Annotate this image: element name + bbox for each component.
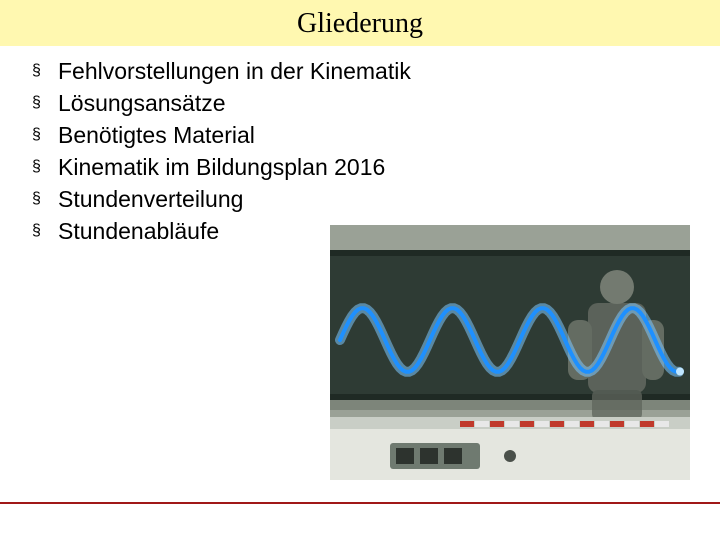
bullet-marker: § <box>30 184 58 214</box>
bullet-item: §Stundenverteilung <box>30 184 690 214</box>
bullet-item: §Benötigtes Material <box>30 120 690 150</box>
bullet-marker: § <box>30 152 58 182</box>
bullet-text: Fehlvorstellungen in der Kinematik <box>58 56 411 86</box>
bullet-text: Lösungsansätze <box>58 88 226 118</box>
title-bar: Gliederung <box>0 0 720 46</box>
footer-divider <box>0 502 720 504</box>
slide: Gliederung §Fehlvorstellungen in der Kin… <box>0 0 720 540</box>
bullet-marker: § <box>30 216 58 246</box>
bullet-item: §Lösungsansätze <box>30 88 690 118</box>
bullet-marker: § <box>30 120 58 150</box>
physics-photo <box>330 225 690 480</box>
bullet-text: Benötigtes Material <box>58 120 255 150</box>
bullet-item: §Kinematik im Bildungsplan 2016 <box>30 152 690 182</box>
bullet-marker: § <box>30 56 58 86</box>
bullet-item: §Fehlvorstellungen in der Kinematik <box>30 56 690 86</box>
content-area: §Fehlvorstellungen in der Kinematik§Lösu… <box>0 46 720 246</box>
bullet-text: Kinematik im Bildungsplan 2016 <box>58 152 385 182</box>
bullet-text: Stundenabläufe <box>58 216 219 246</box>
slide-title: Gliederung <box>297 8 423 39</box>
bullet-marker: § <box>30 88 58 118</box>
bullet-text: Stundenverteilung <box>58 184 243 214</box>
bullet-list: §Fehlvorstellungen in der Kinematik§Lösu… <box>30 56 690 246</box>
